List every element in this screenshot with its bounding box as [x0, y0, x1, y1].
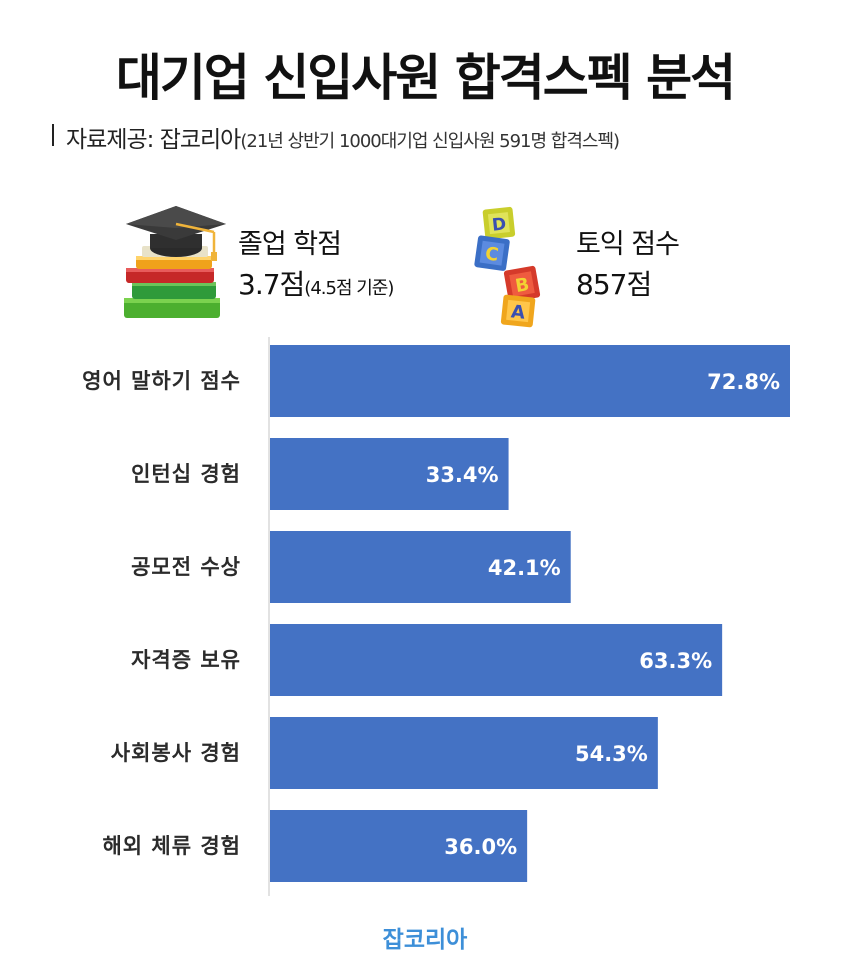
bar — [270, 345, 790, 417]
value-label: 72.8% — [707, 370, 780, 394]
stat-toeic-value: 857점 — [576, 268, 652, 301]
bar — [270, 438, 509, 510]
source-detail: (21년 상반기 1000대기업 신입사원 591명 합격스펙) — [240, 131, 620, 152]
graduation-cap-books-icon — [118, 204, 228, 330]
stat-gpa: 졸업 학점 3.7점(4.5점 기준) — [238, 222, 394, 303]
bar — [270, 810, 528, 882]
abcd-blocks-icon: D C B A — [470, 206, 560, 328]
svg-text:D: D — [491, 214, 507, 235]
bar — [270, 531, 571, 603]
chart-title: 대기업 신입사원 합격스펙 분석 — [115, 49, 736, 107]
stat-toeic-label: 토익 점수 — [576, 229, 680, 260]
stat-gpa-label: 졸업 학점 — [238, 229, 342, 260]
category-label: 사회봉사 경험 — [111, 741, 241, 765]
category-label: 영어 말하기 점수 — [82, 369, 241, 393]
value-label: 36.0% — [444, 835, 517, 859]
stat-gpa-note: (4.5점 기준) — [304, 278, 394, 299]
value-label: 42.1% — [488, 556, 561, 580]
category-label: 공모전 수상 — [131, 555, 241, 579]
svg-text:C: C — [484, 243, 500, 266]
category-label: 인턴십 경험 — [131, 462, 241, 486]
source-line: 자료제공: 잡코리아 (21년 상반기 1000대기업 신입사원 591명 합격… — [52, 120, 620, 153]
category-label: 해외 체류 경험 — [102, 834, 241, 858]
bar — [270, 717, 658, 789]
value-label: 33.4% — [426, 463, 499, 487]
value-label: 54.3% — [575, 742, 648, 766]
svg-text:A: A — [510, 301, 526, 323]
stat-gpa-value: 3.7점 — [238, 268, 305, 301]
category-label: 자격증 보유 — [131, 648, 241, 672]
value-label: 63.3% — [639, 649, 712, 673]
svg-text:B: B — [514, 274, 531, 297]
bar — [270, 624, 723, 696]
source-main: 자료제공: 잡코리아 — [66, 127, 241, 153]
stat-toeic: 토익 점수 857점 — [576, 222, 680, 303]
source-divider — [52, 124, 54, 146]
footer-brand: 잡코리아 — [382, 927, 468, 953]
